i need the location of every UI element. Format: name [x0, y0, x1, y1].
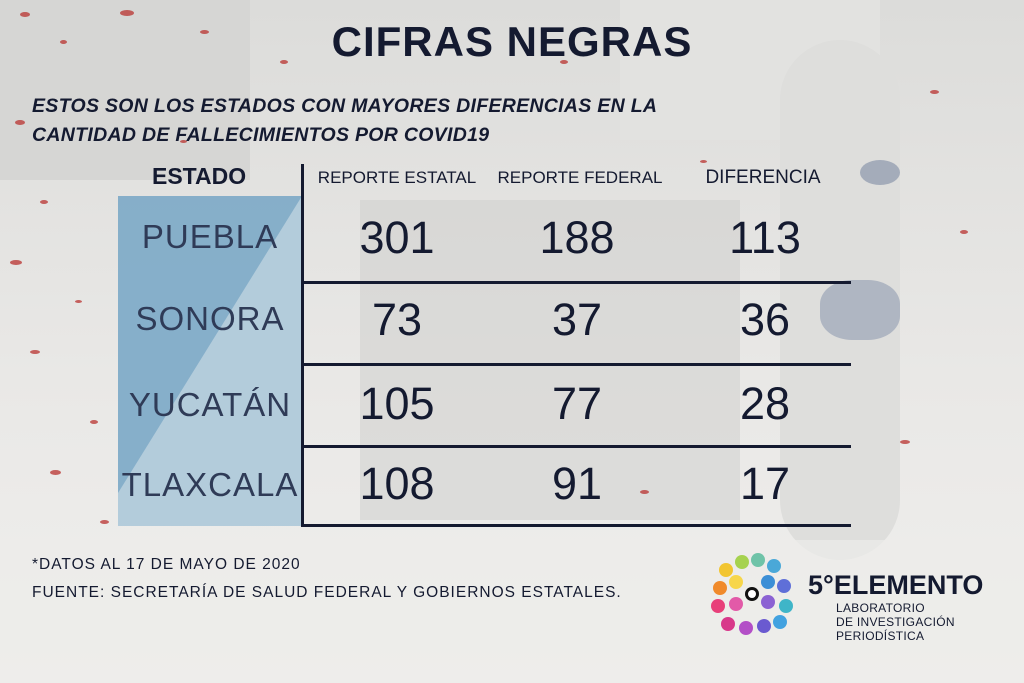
reporte-estatal-value: 301: [359, 212, 435, 263]
reporte-estatal-value: 108: [359, 458, 435, 509]
reporte-estatal-value: 73: [371, 294, 423, 345]
header-reporte-estatal: REPORTE ESTATAL: [317, 168, 477, 187]
state-name: YUCATÁN: [128, 386, 292, 423]
state-name: SONORA: [135, 300, 285, 337]
reporte-estatal-value: 105: [359, 378, 435, 429]
header-reporte-federal: REPORTE FEDERAL: [497, 168, 663, 187]
row-divider: [301, 281, 851, 284]
page-subtitle: ESTOS SON LOS ESTADOS CON MAYORES DIFERE…: [32, 92, 792, 150]
row-divider: [301, 363, 851, 366]
logo-tagline-2: DE INVESTIGACIÓN: [836, 615, 955, 629]
state-name: PUEBLA: [141, 218, 279, 255]
diferencia-value: 113: [729, 212, 801, 263]
logo-tagline-1: LABORATORIO: [836, 601, 925, 615]
row-divider: [301, 524, 851, 527]
diferencia-value: 17: [739, 458, 791, 509]
header-diferencia: DIFERENCIA: [705, 167, 821, 188]
reporte-federal-value: 91: [551, 458, 603, 509]
diferencia-value: 36: [739, 294, 791, 345]
diferencia-value: 28: [739, 378, 791, 429]
logo-mark-icon: [711, 553, 793, 635]
subtitle-line-2: CANTIDAD DE FALLECIMIENTOS POR COVID19: [32, 124, 490, 146]
footnote: *DATOS AL 17 DE MAYO DE 2020: [32, 556, 301, 573]
logo-name: 5°ELEMENTO: [808, 570, 984, 600]
subtitle-line-1: ESTOS SON LOS ESTADOS CON MAYORES DIFERE…: [32, 95, 658, 117]
page-title: CIFRAS NEGRAS: [331, 18, 693, 65]
row-divider: [301, 445, 851, 448]
logo-tagline-3: PERIODÍSTICA: [836, 629, 925, 643]
table-vertical-divider: [301, 164, 304, 527]
reporte-federal-value: 77: [551, 378, 603, 429]
source-note: FUENTE: SECRETARÍA DE SALUD FEDERAL Y GO…: [32, 584, 622, 601]
reporte-federal-value: 188: [539, 212, 615, 263]
state-name: TLAXCALA: [121, 466, 299, 503]
header-estado: ESTADO: [152, 163, 247, 189]
reporte-federal-value: 37: [551, 294, 603, 345]
